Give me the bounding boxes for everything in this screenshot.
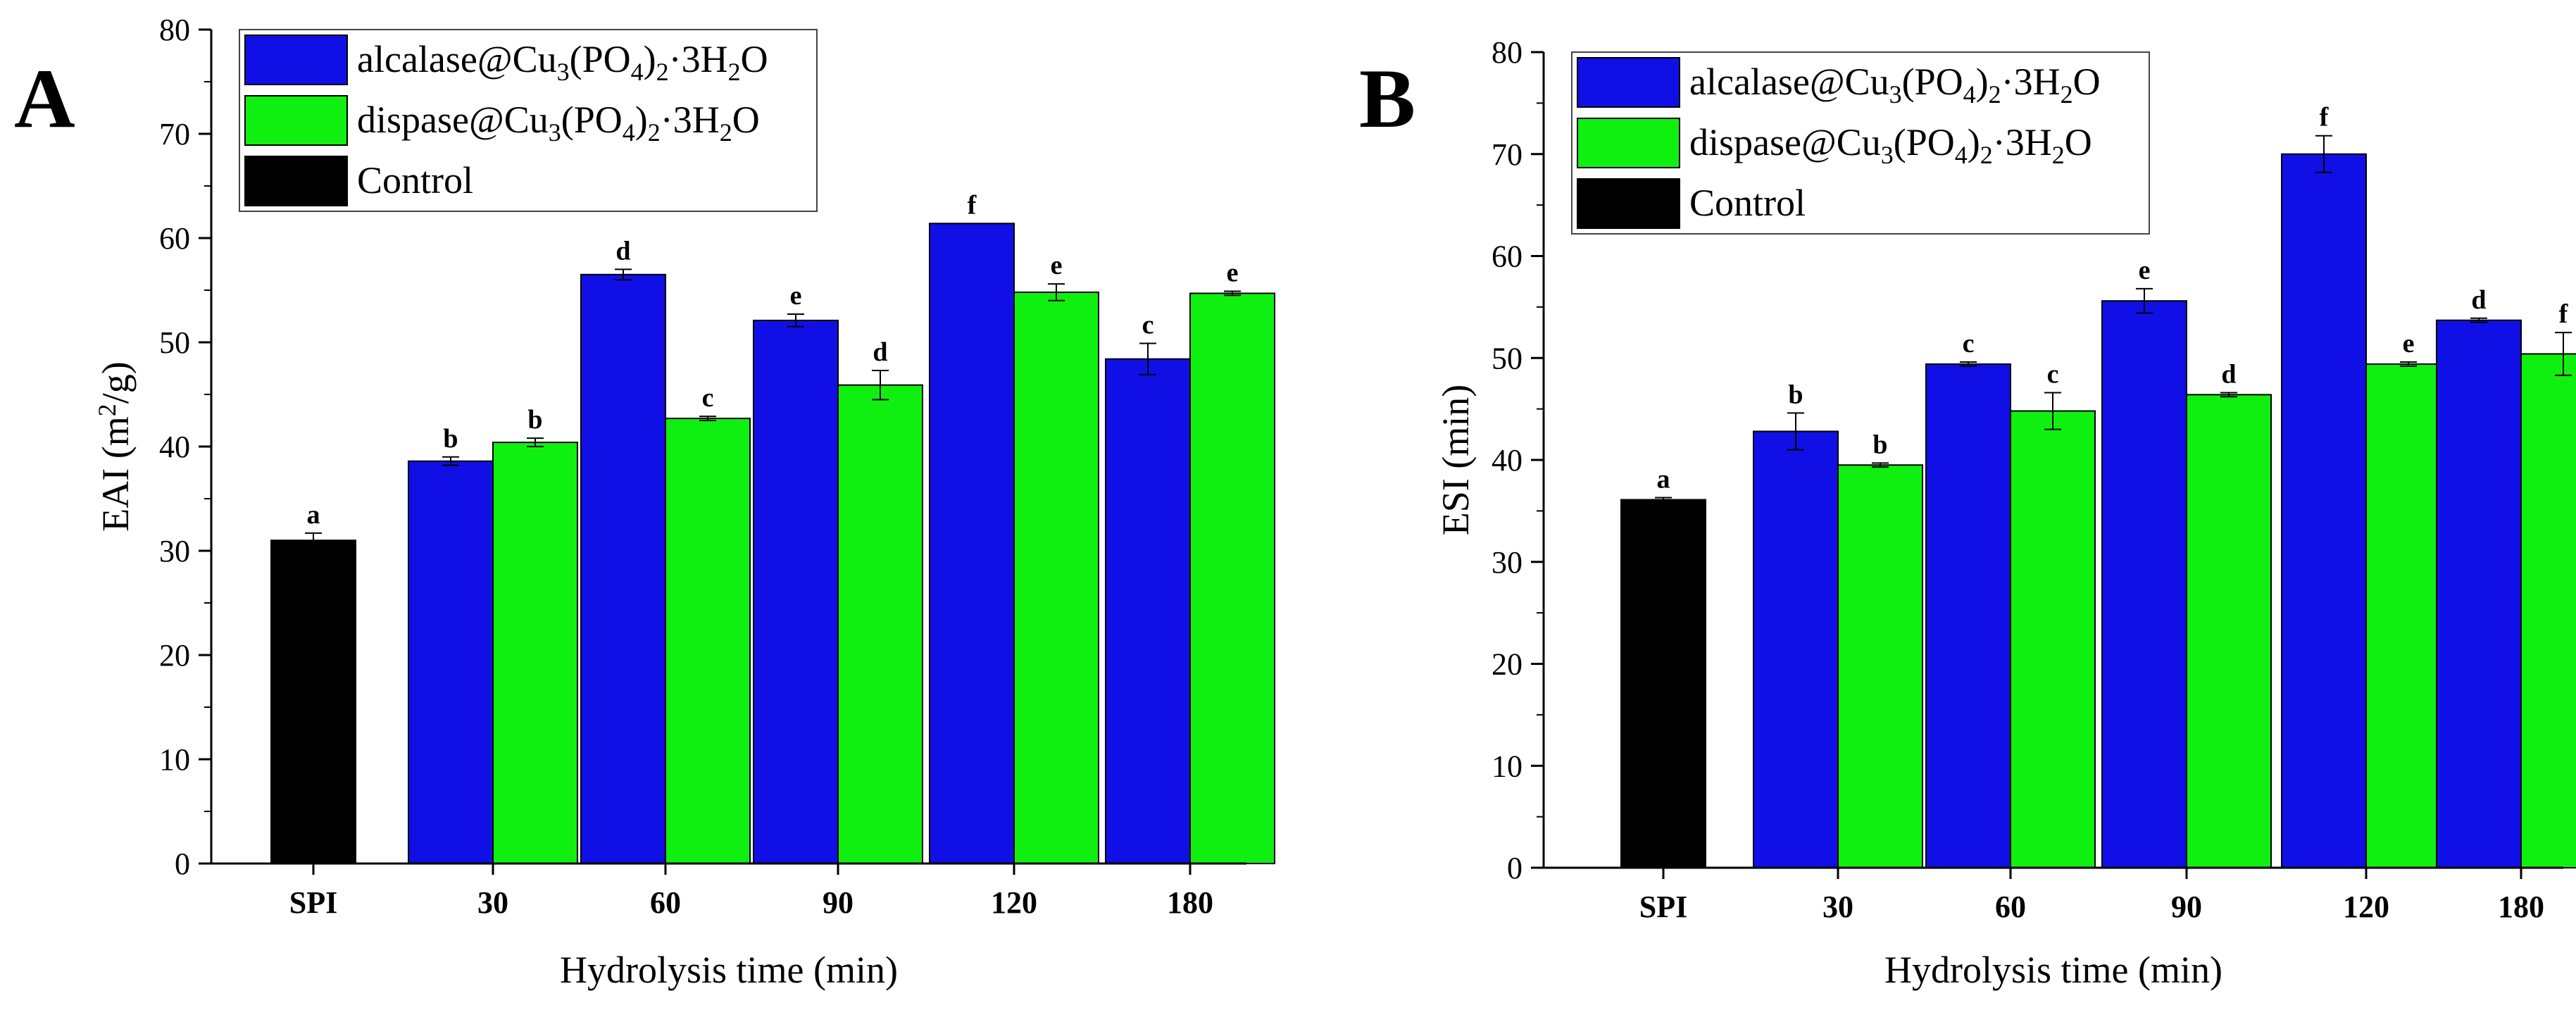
significance-letter: f — [2320, 103, 2330, 132]
chart-panel-a: Aa SPI b b 30 d c 60 e d 90 f e 120 c e 180 0 10 20 30 40 50 60… — [14, 13, 1275, 991]
y-tick-label: 50 — [1492, 341, 1523, 375]
bar-dispase-90 — [2186, 394, 2272, 868]
bar-dispase-180 — [1189, 292, 1275, 864]
bar-dispase-180 — [2520, 353, 2576, 868]
bar-dispase-90 — [837, 384, 923, 864]
x-tick-label: 90 — [2171, 890, 2202, 924]
x-tick-label: 120 — [2343, 890, 2389, 924]
significance-letter: c — [702, 383, 714, 413]
significance-letter: b — [1788, 380, 1803, 409]
bar-alcalase-180 — [2436, 319, 2522, 868]
bar-alcalase-90 — [753, 319, 839, 865]
bar-alcalase-60 — [1925, 363, 2011, 868]
y-tick-label: 10 — [159, 742, 190, 777]
y-axis-title: EAI (m2/g) — [93, 361, 137, 531]
significance-letter: e — [1227, 258, 1239, 287]
chart-panel-b: Ba SPI b b 30 c c 60 e d 90 f e 120 d f 180 0 10 20 30 40 50 60… — [1359, 35, 2576, 991]
bar-alcalase-30 — [1753, 430, 1839, 868]
x-tick-label: 60 — [1995, 890, 2026, 924]
significance-letter: a — [307, 500, 320, 530]
legend-label-control: Control — [357, 159, 473, 201]
legend-swatch-control — [244, 156, 348, 206]
legend: alcalase@Cu3(PO4)2·3H2O dispase@Cu3(PO4)2… — [1571, 51, 2150, 235]
x-tick-label: 180 — [2498, 890, 2544, 924]
significance-letter: f — [2559, 299, 2569, 329]
x-tick-label: 30 — [1822, 890, 1853, 924]
y-tick-label: 60 — [1492, 239, 1523, 274]
bar-alcalase-180 — [1105, 358, 1191, 864]
y-tick-label: 50 — [159, 325, 190, 360]
panel-letter: A — [14, 51, 75, 145]
x-axis-title: Hydrolysis time (min) — [1884, 949, 2222, 991]
bar-alcalase-90 — [2101, 300, 2187, 868]
bar-dispase-60 — [665, 418, 751, 864]
significance-letter: b — [1872, 430, 1887, 459]
bar-dispase-30 — [492, 442, 578, 864]
x-tick-label: 180 — [1167, 885, 1213, 920]
y-tick-label: 60 — [159, 221, 190, 256]
legend-swatch-control — [1577, 178, 1680, 229]
significance-letter: a — [1657, 465, 1670, 494]
x-tick-label: SPI — [289, 885, 337, 920]
significance-letter: b — [527, 405, 542, 435]
significance-letter: e — [790, 281, 802, 311]
significance-letter: c — [1142, 310, 1154, 339]
y-axis-title: ESI (min) — [1434, 385, 1477, 535]
y-tick-label: 70 — [159, 117, 190, 151]
y-tick-label: 10 — [1492, 749, 1523, 783]
x-tick-label: 60 — [650, 885, 681, 920]
legend-label-alcalase: alcalase@Cu3(PO4)2·3H2O — [357, 38, 768, 86]
y-tick-label: 20 — [1492, 647, 1523, 682]
legend-label-dispase: dispase@Cu3(PO4)2·3H2O — [357, 99, 760, 147]
bar-alcalase-120 — [929, 223, 1015, 864]
bar-dispase-120 — [1013, 291, 1099, 864]
bar-dispase-30 — [1837, 464, 1923, 868]
legend-swatch-alcalase — [1577, 57, 1680, 108]
y-tick-label: 40 — [1492, 443, 1523, 478]
y-tick-label: 0 — [175, 847, 190, 881]
y-tick-label: 30 — [159, 534, 190, 568]
bar-alcalase-120 — [2281, 153, 2367, 868]
y-tick-label: 80 — [159, 13, 190, 47]
significance-letter: d — [2221, 359, 2236, 389]
y-tick-label: 20 — [159, 638, 190, 673]
legend-label-control: Control — [1689, 182, 1806, 224]
bar-control-SPI — [1620, 499, 1706, 868]
legend-label-alcalase: alcalase@Cu3(PO4)2·3H2O — [1689, 61, 2101, 108]
significance-letter: e — [2403, 329, 2415, 359]
legend-swatch-alcalase — [244, 35, 348, 85]
y-tick-label: 40 — [159, 430, 190, 464]
x-tick-label: 30 — [477, 885, 508, 920]
x-axis-title: Hydrolysis time (min) — [560, 949, 898, 991]
y-tick-label: 80 — [1492, 35, 1523, 70]
significance-letter: d — [2471, 285, 2486, 315]
bar-dispase-60 — [2010, 410, 2096, 868]
y-tick-label: 30 — [1492, 545, 1523, 580]
legend-label-dispase: dispase@Cu3(PO4)2·3H2O — [1689, 121, 2092, 169]
significance-letter: c — [1963, 329, 1975, 359]
y-tick-label: 0 — [1507, 851, 1523, 885]
x-tick-label: 120 — [991, 885, 1037, 920]
significance-letter: d — [615, 236, 630, 266]
x-tick-label: SPI — [1639, 890, 1687, 924]
significance-letter: f — [968, 190, 977, 220]
bar-alcalase-60 — [580, 273, 666, 864]
y-tick-label: 70 — [1492, 137, 1523, 172]
legend-swatch-dispase — [244, 95, 348, 146]
significance-letter: c — [2047, 359, 2059, 389]
panel-letter: B — [1359, 51, 1415, 145]
x-tick-label: 90 — [823, 885, 854, 920]
significance-letter: e — [2139, 256, 2151, 285]
bar-control-SPI — [270, 540, 356, 864]
legend: alcalase@Cu3(PO4)2·3H2O dispase@Cu3(PO4)2… — [239, 29, 818, 212]
bar-alcalase-30 — [408, 460, 494, 864]
significance-letter: b — [443, 424, 458, 454]
significance-letter: d — [873, 337, 887, 367]
significance-letter: e — [1051, 251, 1063, 280]
legend-swatch-dispase — [1577, 118, 1680, 168]
